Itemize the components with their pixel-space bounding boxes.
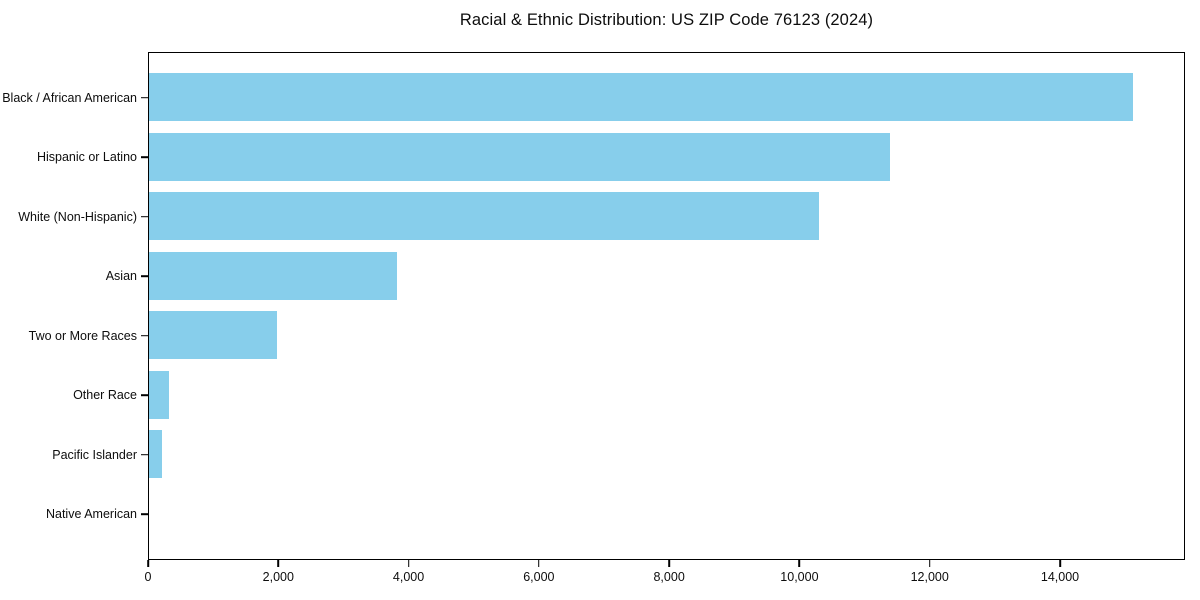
y-tick-mark	[141, 156, 148, 159]
bar	[149, 430, 163, 479]
y-tick-mark	[141, 96, 148, 99]
y-tick-label: Pacific Islander	[52, 447, 137, 462]
y-tick-label: Native American	[45, 507, 137, 522]
x-tick-label: 2,000	[262, 570, 294, 584]
x-tick-label: 6,000	[523, 570, 555, 584]
bar	[149, 73, 1134, 122]
y-tick-label: Asian	[105, 269, 137, 284]
bar	[149, 192, 819, 241]
x-tick-label: 10,000	[780, 570, 819, 584]
bar	[149, 132, 891, 181]
y-tick-mark	[141, 334, 148, 337]
x-tick-mark	[277, 560, 280, 567]
x-tick-label: 0	[144, 570, 152, 584]
x-tick-mark	[1059, 560, 1061, 567]
y-tick-label: White (Non-Hispanic)	[18, 209, 137, 224]
bar	[149, 251, 398, 300]
y-tick-mark	[141, 215, 148, 218]
bar	[149, 370, 169, 419]
chart-title: Racial & Ethnic Distribution: US ZIP Cod…	[459, 11, 874, 29]
x-tick-label: 14,000	[1040, 570, 1080, 584]
y-tick-mark	[141, 275, 148, 278]
x-tick-mark	[407, 560, 410, 567]
x-tick-label: 8,000	[653, 570, 685, 584]
plot-area	[148, 52, 1185, 560]
x-tick-label: 4,000	[392, 570, 425, 584]
y-tick-mark	[141, 513, 148, 516]
x-tick-label: 12,000	[910, 570, 949, 584]
x-tick-mark	[147, 560, 149, 567]
y-tick-mark	[141, 394, 148, 397]
x-tick-mark	[668, 560, 670, 567]
y-tick-mark	[141, 453, 148, 456]
y-tick-label: Two or More Races	[28, 328, 137, 343]
y-tick-label: Black / African American	[2, 90, 137, 105]
x-tick-mark	[798, 560, 801, 567]
x-tick-mark	[538, 560, 540, 567]
bar	[149, 311, 278, 360]
y-tick-label: Hispanic or Latino	[36, 150, 137, 165]
x-tick-mark	[928, 560, 931, 567]
y-tick-label: Other Race	[73, 388, 137, 403]
